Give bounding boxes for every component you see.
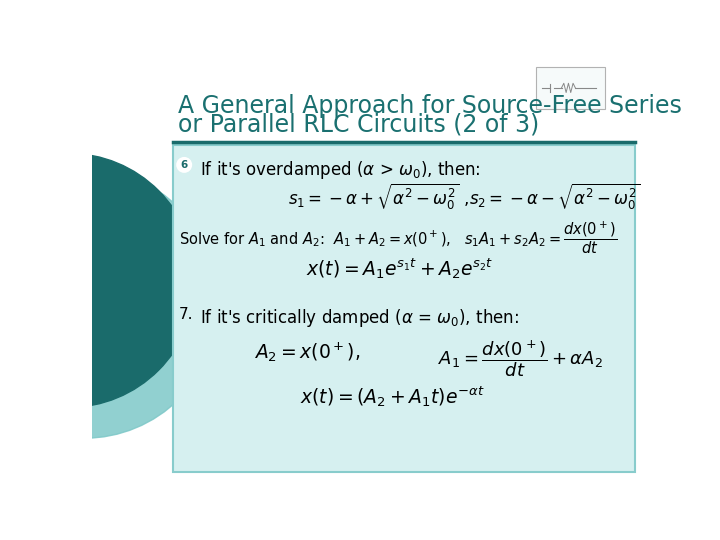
FancyBboxPatch shape bbox=[173, 145, 634, 472]
Text: $s_1 = -\alpha + \sqrt{\alpha^2 - \omega_0^2}\ ,$: $s_1 = -\alpha + \sqrt{\alpha^2 - \omega… bbox=[288, 182, 469, 212]
Text: If it's critically damped ($\alpha$ = $\omega_0$), then:: If it's critically damped ($\alpha$ = $\… bbox=[199, 307, 518, 329]
Circle shape bbox=[177, 158, 191, 172]
Text: or Parallel RLC Circuits (2 of 3): or Parallel RLC Circuits (2 of 3) bbox=[178, 112, 539, 137]
Text: $s_2 = -\alpha - \sqrt{\alpha^2 - \omega_0^2}$: $s_2 = -\alpha - \sqrt{\alpha^2 - \omega… bbox=[469, 182, 641, 212]
Text: 6: 6 bbox=[181, 160, 188, 170]
Text: A General Approach for Source-Free Series: A General Approach for Source-Free Serie… bbox=[178, 94, 682, 118]
Circle shape bbox=[0, 168, 219, 438]
Circle shape bbox=[0, 153, 196, 408]
Text: $A_1 = \dfrac{dx(0^+)}{dt} + \alpha A_2$: $A_1 = \dfrac{dx(0^+)}{dt} + \alpha A_2$ bbox=[438, 338, 603, 379]
Text: Solve for $A_1$ and $A_2$:  $A_1 + A_2 = x(0^+)$,   $s_1 A_1 + s_2 A_2 = \dfrac{: Solve for $A_1$ and $A_2$: $A_1 + A_2 = … bbox=[179, 219, 617, 255]
FancyBboxPatch shape bbox=[536, 67, 606, 109]
Text: 7.: 7. bbox=[179, 307, 193, 322]
Text: $x(t) = A_1 e^{s_1 t} + A_2 e^{s_2 t}$: $x(t) = A_1 e^{s_1 t} + A_2 e^{s_2 t}$ bbox=[306, 256, 493, 281]
Text: If it's overdamped ($\alpha$ > $\omega_0$), then:: If it's overdamped ($\alpha$ > $\omega_0… bbox=[199, 159, 480, 181]
Text: $x(t) = (A_2 + A_1 t)e^{-\alpha t}$: $x(t) = (A_2 + A_1 t)e^{-\alpha t}$ bbox=[300, 384, 485, 409]
Text: $A_2 = x(0^+),$: $A_2 = x(0^+),$ bbox=[253, 340, 360, 364]
